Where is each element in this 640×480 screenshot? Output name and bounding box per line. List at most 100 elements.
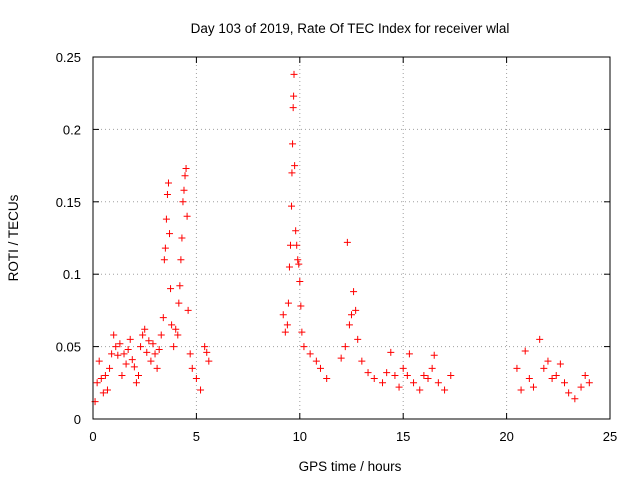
roti-point [155,345,163,353]
roti-point [97,374,105,382]
roti-point [132,379,140,387]
roti-point [174,331,182,339]
roti-point [293,241,301,249]
roti-point [383,369,391,377]
roti-point [285,263,293,271]
roti-point [106,364,114,372]
roti-point [399,364,407,372]
roti-point [354,335,362,343]
roti-point [93,379,101,387]
roti-point [143,348,151,356]
roti-point [99,389,107,397]
roti-point [561,379,569,387]
roti-point [395,383,403,391]
roti-point [544,357,552,365]
roti-point [110,331,118,339]
roti-point [291,162,299,170]
roti-point [348,311,355,319]
roti-point [116,340,124,348]
roti-point [120,350,128,358]
roti-point [571,395,579,403]
roti-point [297,302,305,310]
roti-point [184,306,192,314]
roti-point [175,299,183,307]
roti-point [205,357,213,365]
data-points [91,70,593,406]
roti-point [124,345,132,353]
roti-point [337,354,345,362]
roti-point [164,179,172,187]
roti-point [428,364,436,372]
roti-point [370,374,378,382]
roti-point [201,343,209,351]
roti-point [345,321,353,329]
roti-point [441,386,449,394]
roti-point [292,227,300,235]
roti-point [525,374,533,382]
roti-point [286,241,294,249]
chart-title: Day 103 of 2019, Rate Of TEC Index for r… [191,21,510,36]
roti-point [403,372,411,380]
roti-point [161,244,169,252]
roti-point [540,364,548,372]
roti-point [405,350,413,358]
roti-point [157,331,165,339]
roti-point [180,186,188,194]
roti-point [183,212,191,220]
roti-point [170,343,178,351]
roti-point [295,260,303,268]
roti-point [118,372,126,380]
plot-frame [92,56,611,420]
x-tick-label: 0 [89,429,96,444]
roti-point [358,357,366,365]
roti-point [352,306,360,314]
roti-point [181,172,189,180]
roti-point [179,198,187,206]
roti-point [153,364,161,372]
roti-point [341,343,349,351]
roti-point [172,325,180,333]
roti-point [298,328,306,336]
axis-ticks: 0 5 10 15 20 25 0 0.05 0.1 0.15 0.2 0.25 [56,50,618,444]
roti-point [114,351,122,359]
roti-point [350,288,358,296]
roti-point [294,256,302,264]
roti-point [128,356,136,364]
roti-point [112,343,120,351]
roti-point [122,360,130,368]
roti-point [137,343,145,351]
roti-point [162,215,170,223]
y-tick-label: 0.25 [56,50,81,65]
roti-point [290,92,298,100]
roti-point [197,386,205,394]
roti-point [186,350,194,358]
roti-point [424,374,432,382]
roti-point [289,140,297,148]
roti-point [316,364,324,372]
roti-point [126,335,134,343]
roti-point [552,372,560,380]
roti-point [420,372,428,380]
roti-point [108,350,116,358]
roti-point [300,343,308,351]
roti-point [163,191,171,199]
x-axis-label: GPS time / hours [299,459,402,474]
roti-point [556,360,564,368]
roti-point [581,372,589,380]
roti-point [95,357,103,365]
roti-point [188,364,196,372]
y-axis-label: ROTI / TECUs [6,194,21,281]
roti-point [151,350,159,358]
roti-point [312,357,320,365]
roti-point [529,383,537,391]
grid-lines [93,57,610,419]
roti-point [167,285,175,293]
roti-point [434,379,442,387]
y-tick-label: 0.1 [63,267,81,282]
roti-point [145,337,153,345]
roti-point [577,383,585,391]
roti-point [159,314,167,322]
roti-point [391,372,399,380]
